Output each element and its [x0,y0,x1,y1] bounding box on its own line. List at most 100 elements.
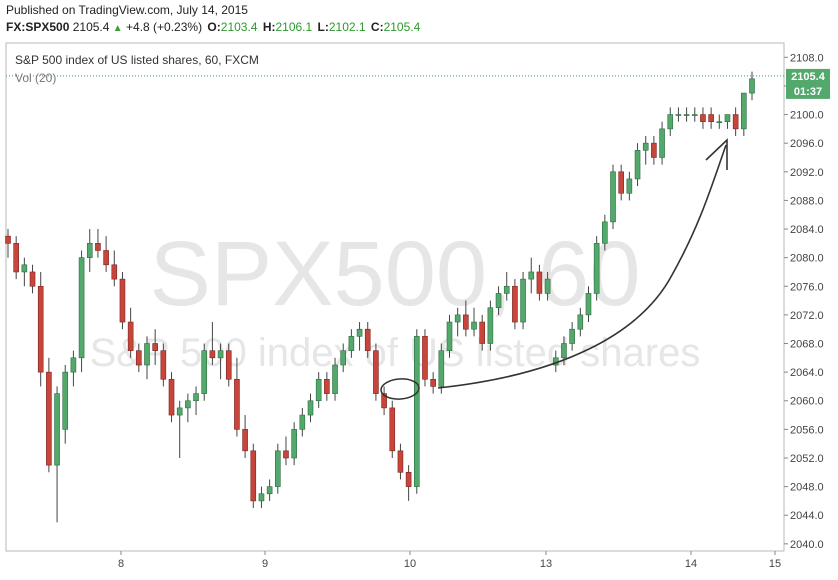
candle[interactable] [716,114,723,129]
candle[interactable] [193,386,199,416]
candle[interactable] [471,307,477,337]
candle[interactable] [348,329,355,358]
candle[interactable] [299,407,306,437]
candle[interactable] [373,343,379,401]
candle[interactable] [708,107,714,129]
high-value: 2106.1 [275,20,313,34]
candle[interactable] [86,229,93,272]
candle[interactable] [315,372,322,408]
candle[interactable] [283,436,289,466]
candle[interactable] [389,400,396,458]
candle[interactable] [683,107,690,122]
candle[interactable] [700,107,706,129]
candle[interactable] [610,164,616,230]
candle[interactable] [520,271,526,330]
candle[interactable] [618,164,624,201]
candle[interactable] [512,279,518,330]
candle[interactable] [741,92,747,137]
candle[interactable] [168,372,175,423]
candle[interactable] [13,236,19,280]
candle[interactable] [642,136,649,165]
candle[interactable] [724,114,731,129]
candle[interactable] [438,343,445,394]
candle[interactable] [675,107,682,122]
candle[interactable] [5,229,11,258]
candle[interactable] [21,257,28,287]
candle[interactable] [324,372,330,401]
candle[interactable] [111,250,118,287]
curved-arrow-annotation[interactable] [437,144,727,389]
candle[interactable] [528,257,535,294]
candle[interactable] [413,329,420,494]
candle[interactable] [95,229,101,258]
candle[interactable] [234,357,240,437]
candle[interactable] [250,443,257,509]
candle[interactable] [544,271,551,301]
candle[interactable] [144,336,150,380]
candle[interactable] [593,236,600,301]
candle[interactable] [626,171,633,201]
candle[interactable] [46,357,52,473]
candle[interactable] [103,236,109,272]
candle[interactable] [454,307,461,337]
candle[interactable] [585,286,592,323]
candle[interactable] [487,300,494,351]
candle[interactable] [495,286,502,315]
candle[interactable] [430,372,436,394]
candle[interactable] [136,343,142,373]
candle[interactable] [479,314,485,351]
candle[interactable] [569,322,575,351]
candle[interactable] [201,343,208,401]
candle[interactable] [37,271,44,387]
candle[interactable] [70,350,77,387]
candle[interactable] [266,479,273,501]
candle[interactable] [340,343,347,373]
candle[interactable] [405,465,412,501]
candle[interactable] [62,364,69,444]
candle[interactable] [307,393,314,423]
candle[interactable] [381,386,387,416]
candle[interactable] [54,386,60,523]
candle[interactable] [275,443,281,494]
candle[interactable] [446,314,453,358]
candle[interactable] [29,264,36,294]
candle[interactable] [78,250,85,373]
candle[interactable] [209,322,216,365]
plot-area[interactable] [5,42,785,552]
candle[interactable] [463,300,469,337]
candle[interactable] [667,107,674,137]
candle[interactable] [185,393,191,423]
candle[interactable] [602,214,608,251]
candle[interactable] [691,107,698,122]
candle-body-up [185,400,191,409]
candle[interactable] [634,143,641,187]
candle[interactable] [577,307,584,337]
candle-body-up [610,171,616,223]
candle[interactable] [503,271,510,301]
circle-annotation[interactable] [380,378,420,401]
candle[interactable] [651,136,657,165]
candle[interactable] [119,271,126,330]
candle[interactable] [732,107,739,137]
candle[interactable] [422,329,428,387]
candle[interactable] [332,357,338,401]
candle[interactable] [258,486,265,509]
candle[interactable] [176,400,183,458]
candle[interactable] [749,71,755,101]
candle[interactable] [364,322,371,358]
candle[interactable] [127,307,134,358]
candle[interactable] [160,343,167,387]
candle[interactable] [356,322,363,351]
candle[interactable] [242,415,248,458]
price-axis[interactable]: 2040.0 2044.0 2048.0 2052.0 2056.0 2060.0 2064… [784,52,824,551]
candle[interactable] [152,329,158,365]
candle[interactable] [659,121,665,165]
up-triangle-icon: ▲ [112,23,123,34]
candle[interactable] [397,443,404,480]
candle[interactable] [536,264,543,301]
candle[interactable] [217,343,224,380]
candle[interactable] [291,422,297,466]
candle[interactable] [225,343,232,387]
time-axis[interactable]: 8 9 10 13 14 15 [118,551,781,570]
